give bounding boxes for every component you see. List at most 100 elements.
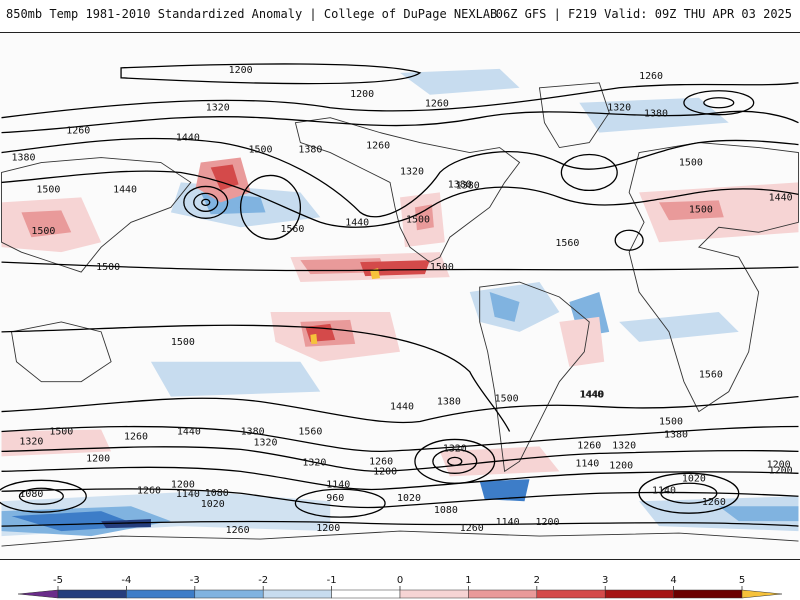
contour-label: 1440 — [580, 390, 604, 401]
contour-label: 1500 — [430, 262, 454, 273]
colorbar-band — [331, 589, 401, 599]
contour-label: 1200 — [769, 465, 793, 476]
contour-label: 1380 — [644, 109, 668, 120]
colorbar-tick-label: 5 — [739, 575, 745, 586]
colorbar-band — [536, 589, 606, 599]
contour-label: 1080 — [205, 488, 229, 499]
colorbar-band — [468, 589, 538, 599]
colorbar-tick-label: 4 — [670, 575, 676, 586]
map-title-bar: 850mb Temp 1981-2010 Standardized Anomal… — [0, 0, 800, 32]
contour-label: 1560 — [298, 426, 322, 437]
contour-label: 1440 — [177, 426, 201, 437]
contour-labels: 1200 1260 1200 1260 1320 1380 1320 1260 … — [11, 65, 792, 536]
contour-label: 1200 — [609, 460, 633, 471]
contour-label: 1260 — [460, 523, 484, 534]
contour-label: 1500 — [96, 262, 120, 273]
colorbar-ticks: -5 -4 -3 -2 -1 0 1 2 3 4 5 — [53, 575, 745, 590]
contour-label: 1440 — [390, 402, 414, 413]
contour-label: 1260 — [702, 497, 726, 508]
contour-label: 1260 — [66, 126, 90, 137]
colorbar-band — [57, 589, 127, 599]
colorbar-segments — [17, 589, 783, 599]
colorbar-right-arrow — [741, 589, 783, 599]
contour-label: 1200 — [350, 89, 374, 100]
contour-label: 1020 — [397, 493, 421, 504]
contour-label: 1560 — [555, 238, 579, 249]
contour-label: 1020 — [201, 499, 225, 510]
contour-label: 1380 — [437, 397, 461, 408]
contour-label: 1080 — [434, 505, 458, 516]
contour-label: 1380 — [241, 426, 265, 437]
contour-label: 1440 — [769, 192, 793, 203]
colorbar-tick-label: -3 — [190, 575, 200, 586]
colorbar-tick-label: 2 — [534, 575, 540, 586]
contour-label: 1140 — [575, 458, 599, 469]
contour-label: 1500 — [659, 417, 683, 428]
contour-label: 1260 — [366, 141, 390, 152]
coastlines — [1, 82, 799, 547]
contour-label: 1140 — [496, 517, 520, 528]
contour-label: 1260 — [226, 525, 250, 536]
contour-label: 1320 — [443, 443, 467, 454]
product-title: 850mb Temp 1981-2010 Standardized Anomal… — [6, 7, 498, 21]
colorbar-tick-label: -4 — [121, 575, 131, 586]
contour-label: 1500 — [171, 337, 195, 348]
contour-label: 1440 — [176, 133, 200, 144]
contour-label: 1380 — [664, 429, 688, 440]
colorbar-band — [399, 589, 469, 599]
contour-label: 1380 — [448, 179, 472, 190]
contour-label: 1500 — [49, 426, 73, 437]
weather-map: 1200 1260 1200 1260 1320 1380 1320 1260 … — [0, 32, 800, 560]
colorbar-tick-label: 3 — [602, 575, 608, 586]
contour-label: 1320 — [19, 436, 43, 447]
contour-label: 1260 — [639, 71, 663, 82]
contour-label: 1140 — [652, 485, 676, 496]
model-run-valid-time: 06Z GFS | F219 Valid: 09Z THU APR 03 202… — [495, 7, 792, 21]
contour-label: 1500 — [31, 226, 55, 237]
contour-label: 1500 — [249, 145, 273, 156]
contour-label: 1440 — [345, 217, 369, 228]
colorbar-tick-label: -5 — [53, 575, 63, 586]
contour-label: 1380 — [11, 153, 35, 164]
contour-label: 1320 — [607, 103, 631, 114]
contour-label: 1200 — [316, 523, 340, 534]
contour-label: 1260 — [577, 440, 601, 451]
contour-label: 1320 — [254, 437, 278, 448]
colorbar-band — [126, 589, 196, 599]
contour-label: 1140 — [176, 489, 200, 500]
colorbar-tick-label: -1 — [327, 575, 337, 586]
contour-label: 1440 — [113, 184, 137, 195]
contour-label: 1500 — [495, 394, 519, 405]
contour-label: 1560 — [280, 224, 304, 235]
colorbar-tick-label: 0 — [397, 575, 403, 586]
contour-label: 1200 — [229, 65, 253, 76]
colorbar-band — [604, 589, 674, 599]
contour-label: 1500 — [689, 204, 713, 215]
contour-label: 1200 — [171, 479, 195, 490]
anomaly-colorbar: -5 -4 -3 -2 -1 0 1 2 3 4 5 — [17, 575, 783, 599]
colorbar-left-arrow — [17, 589, 59, 599]
contour-label: 1260 — [137, 485, 161, 496]
contour-label: 1140 — [326, 479, 350, 490]
colorbar-band — [262, 589, 332, 599]
contour-label: 1260 — [425, 99, 449, 110]
colorbar-tick-label: -2 — [258, 575, 268, 586]
contour-label: 1380 — [298, 145, 322, 156]
contour-label: 1260 — [369, 456, 393, 467]
contour-label: 1260 — [124, 431, 148, 442]
contour-label: 1560 — [699, 370, 723, 381]
contour-label: 1500 — [679, 157, 703, 168]
contour-label: 1200 — [767, 459, 791, 470]
colorbar-tick-label: 1 — [465, 575, 471, 586]
height-contours — [0, 63, 799, 527]
contour-label: 1200 — [86, 453, 110, 464]
contour-label: 1080 — [19, 489, 43, 500]
contour-label: 1320 — [400, 166, 424, 177]
contour-label: 1200 — [373, 466, 397, 477]
contour-label: 1500 — [406, 214, 430, 225]
contour-label: 1320 — [612, 440, 636, 451]
contour-label: 960 — [326, 493, 344, 504]
contour-label: 1500 — [36, 184, 60, 195]
contour-label: 1320 — [206, 103, 230, 114]
colorbar-band — [673, 589, 743, 599]
